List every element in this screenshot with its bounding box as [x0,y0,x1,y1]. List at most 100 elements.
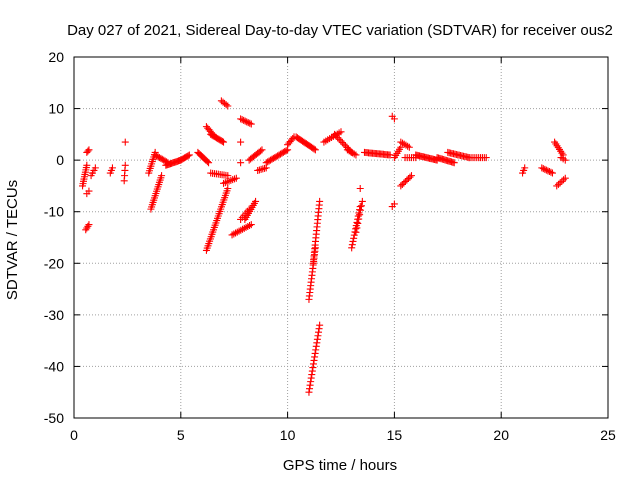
data-point [220,138,228,146]
y-tick-label: 20 [48,49,64,65]
x-tick-label: 25 [600,427,616,443]
data-point [403,176,411,184]
data-point [205,159,213,167]
data-point [108,164,116,172]
data-point [405,143,413,151]
chart-title: Day 027 of 2021, Sidereal Day-to-day VTE… [67,22,613,39]
data-point [237,138,245,146]
data-point [348,244,356,252]
data-point [257,147,265,155]
data-point [258,146,266,154]
grid-lines [74,57,608,418]
data-point [158,172,166,180]
data-point [222,101,230,109]
data-point [224,172,232,180]
data-point [450,159,458,167]
data-point [246,222,254,230]
data-point [340,140,348,148]
axis-ticks [73,56,609,419]
data-point [352,151,360,159]
data-point [224,102,232,110]
data-point [203,158,211,166]
data-point [313,335,321,343]
data-point [224,185,232,193]
data-point [85,187,93,195]
data-point [312,342,320,350]
data-point [232,174,240,182]
data-point [84,222,92,230]
data-point [314,332,322,340]
data-point [184,152,192,160]
data-point [306,385,314,393]
data-point [350,234,358,242]
data-point [335,135,343,143]
data-point [558,177,566,185]
data-point [243,118,251,126]
data-point [246,119,254,127]
axis-tick-labels: 0 5 10 15 20 25 -50 -40 -30 -20 -10 0 10 20 [44,49,616,443]
data-point [545,168,553,176]
data-point [315,325,323,333]
x-tick-label: 20 [493,427,509,443]
x-axis-label: GPS time / hours [283,457,397,474]
data-point [307,374,315,382]
data-point [407,172,415,180]
x-tick-label: 5 [177,427,185,443]
data-point [337,137,345,145]
data-point [357,202,365,210]
data-point [400,179,408,187]
data-point [84,147,92,155]
data-point [356,185,364,193]
data-point [334,134,342,142]
data-point [538,164,546,172]
data-point [185,151,193,159]
data-point [353,224,361,232]
data-point [311,349,319,357]
data-point [311,146,319,154]
data-point [307,378,315,386]
data-point [404,142,412,150]
data-point [561,174,569,182]
data-point [218,137,226,145]
data-point [309,360,317,368]
data-point [398,180,406,188]
data-point [548,169,556,177]
data-point [541,165,549,173]
y-tick-label: -20 [44,255,64,271]
data-point [341,142,349,150]
data-point [85,146,93,154]
data-point [358,197,366,205]
data-point [121,138,129,146]
data-point [352,228,360,236]
data-point [309,364,317,372]
data-point [85,221,93,229]
data-point [354,220,362,228]
data-point [312,346,320,354]
data-point [310,356,318,364]
data-point [554,180,562,188]
data-point [308,371,316,379]
data-point [521,164,529,172]
data-point [240,116,248,124]
data-point [390,200,398,208]
y-tick-label: -40 [44,358,64,374]
data-point [337,128,345,136]
data-point [91,164,99,172]
y-tick-label: -50 [44,410,64,426]
data-point [316,197,324,205]
y-tick-label: -30 [44,307,64,323]
y-tick-label: 0 [56,152,64,168]
x-tick-label: 10 [280,427,296,443]
data-point [310,145,318,153]
data-point [539,165,547,173]
data-point [482,154,490,162]
data-point [311,353,319,361]
data-point [547,168,555,176]
data-point [308,367,316,375]
data-point [553,182,561,190]
data-point [544,167,552,175]
data-point [315,328,323,336]
data-point [556,179,564,187]
data-point [237,159,245,167]
